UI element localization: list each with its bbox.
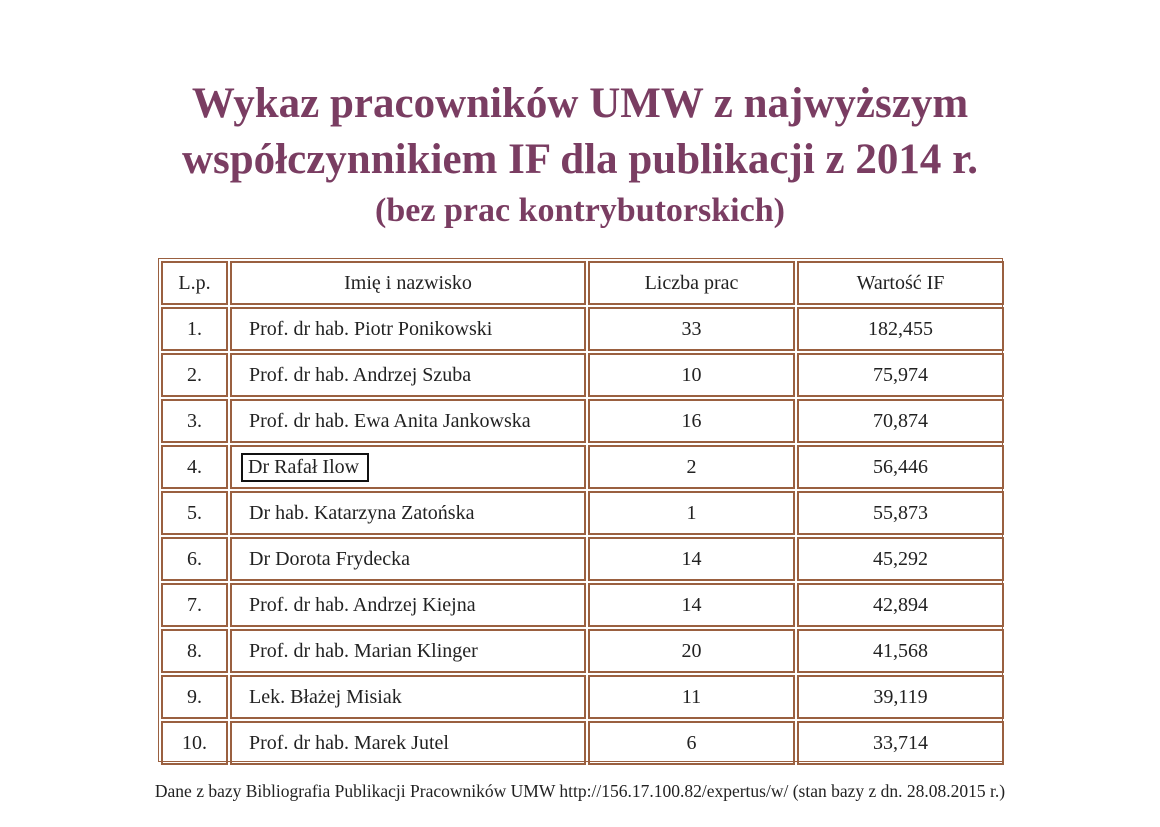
- title-line-2: współczynnikiem IF dla publikacji z 2014…: [181, 136, 978, 183]
- cell-name: Dr hab. Katarzyna Zatońska: [230, 491, 586, 535]
- cell-name: Dr Dorota Frydecka: [230, 537, 586, 581]
- table-row: 8. Prof. dr hab. Marian Klinger 20 41,56…: [161, 629, 1004, 673]
- cell-count: 11: [588, 675, 795, 719]
- name-text: Prof. dr hab. Andrzej Szuba: [249, 363, 472, 386]
- cell-if: 42,894: [797, 583, 1004, 627]
- cell-count: 10: [588, 353, 795, 397]
- cell-name: Prof. dr hab. Andrzej Kiejna: [230, 583, 586, 627]
- name-text: Prof. dr hab. Andrzej Kiejna: [249, 593, 476, 616]
- cell-lp: 10.: [161, 721, 228, 765]
- table-row: 7. Prof. dr hab. Andrzej Kiejna 14 42,89…: [161, 583, 1004, 627]
- cell-name: Prof. dr hab. Ewa Anita Jankowska: [230, 399, 586, 443]
- cell-count: 14: [588, 583, 795, 627]
- cell-if: 33,714: [797, 721, 1004, 765]
- ranking-table-frame: L.p. Imię i nazwisko Liczba prac Wartość…: [158, 258, 1004, 765]
- name-text: Prof. dr hab. Marek Jutel: [249, 731, 449, 754]
- table-row: 2. Prof. dr hab. Andrzej Szuba 10 75,974: [161, 353, 1004, 397]
- name-text: Dr hab. Katarzyna Zatońska: [249, 501, 475, 524]
- cell-count: 6: [588, 721, 795, 765]
- header-count: Liczba prac: [588, 261, 795, 305]
- title-line-1: Wykaz pracowników UMW z najwyższym: [191, 80, 969, 127]
- table-row: 10. Prof. dr hab. Marek Jutel 6 33,714: [161, 721, 1004, 765]
- cell-name: Prof. dr hab. Andrzej Szuba: [230, 353, 586, 397]
- cell-count: 2: [588, 445, 795, 489]
- table-row: 4. Dr Rafał Ilow 2 56,446: [161, 445, 1004, 489]
- page-title: Wykaz pracowników UMW z najwyższym współ…: [0, 76, 1160, 188]
- name-text-highlighted: Dr Rafał Ilow: [241, 452, 370, 482]
- header-name: Imię i nazwisko: [230, 261, 586, 305]
- cell-if: 56,446: [797, 445, 1004, 489]
- table-row: 9. Lek. Błażej Misiak 11 39,119: [161, 675, 1004, 719]
- cell-name: Prof. dr hab. Marek Jutel: [230, 721, 586, 765]
- page-subtitle: (bez prac kontrybutorskich): [375, 192, 785, 229]
- cell-name: Dr Rafał Ilow: [230, 445, 586, 489]
- cell-name: Lek. Błażej Misiak: [230, 675, 586, 719]
- cell-count: 33: [588, 307, 795, 351]
- ranking-table: L.p. Imię i nazwisko Liczba prac Wartość…: [159, 259, 1006, 767]
- cell-lp: 8.: [161, 629, 228, 673]
- cell-if: 55,873: [797, 491, 1004, 535]
- name-text: Prof. dr hab. Ewa Anita Jankowska: [249, 409, 531, 432]
- header-if: Wartość IF: [797, 261, 1004, 305]
- name-text: Lek. Błażej Misiak: [249, 685, 402, 708]
- table-row: 3. Prof. dr hab. Ewa Anita Jankowska 16 …: [161, 399, 1004, 443]
- header-lp: L.p.: [161, 261, 228, 305]
- table-header-row: L.p. Imię i nazwisko Liczba prac Wartość…: [161, 261, 1004, 305]
- table-row: 1. Prof. dr hab. Piotr Ponikowski 33 182…: [161, 307, 1004, 351]
- cell-if: 70,874: [797, 399, 1004, 443]
- cell-lp: 5.: [161, 491, 228, 535]
- cell-lp: 7.: [161, 583, 228, 627]
- cell-lp: 6.: [161, 537, 228, 581]
- cell-if: 182,455: [797, 307, 1004, 351]
- cell-if: 41,568: [797, 629, 1004, 673]
- name-text: Dr Dorota Frydecka: [249, 547, 411, 570]
- table-row: 5. Dr hab. Katarzyna Zatońska 1 55,873: [161, 491, 1004, 535]
- cell-if: 75,974: [797, 353, 1004, 397]
- cell-name: Prof. dr hab. Marian Klinger: [230, 629, 586, 673]
- cell-name: Prof. dr hab. Piotr Ponikowski: [230, 307, 586, 351]
- cell-count: 14: [588, 537, 795, 581]
- name-text: Prof. dr hab. Marian Klinger: [249, 639, 478, 662]
- name-text: Prof. dr hab. Piotr Ponikowski: [249, 317, 493, 340]
- cell-count: 20: [588, 629, 795, 673]
- source-footnote: Dane z bazy Bibliografia Publikacji Prac…: [154, 781, 1006, 801]
- cell-count: 16: [588, 399, 795, 443]
- cell-lp: 2.: [161, 353, 228, 397]
- cell-lp: 1.: [161, 307, 228, 351]
- cell-if: 45,292: [797, 537, 1004, 581]
- table-row: 6. Dr Dorota Frydecka 14 45,292: [161, 537, 1004, 581]
- cell-count: 1: [588, 491, 795, 535]
- cell-if: 39,119: [797, 675, 1004, 719]
- cell-lp: 3.: [161, 399, 228, 443]
- cell-lp: 4.: [161, 445, 228, 489]
- cell-lp: 9.: [161, 675, 228, 719]
